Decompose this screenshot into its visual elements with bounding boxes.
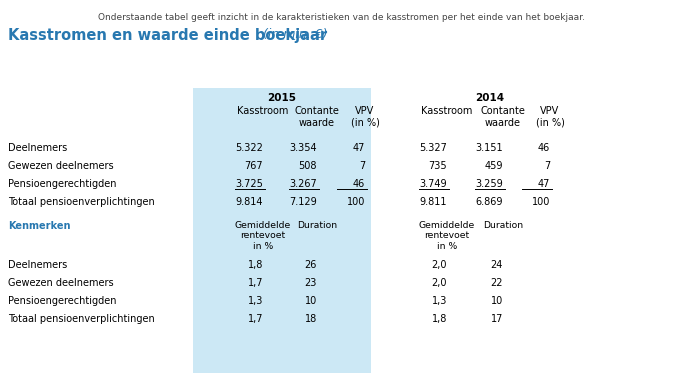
Text: 2,0: 2,0 bbox=[432, 278, 447, 288]
Text: Gemiddelde
rentevoet
in %: Gemiddelde rentevoet in % bbox=[235, 221, 291, 251]
Text: 2014: 2014 bbox=[475, 93, 505, 103]
Text: Kasstromen en waarde einde boekjaar: Kasstromen en waarde einde boekjaar bbox=[8, 28, 327, 43]
Text: 17: 17 bbox=[490, 314, 503, 324]
Text: Kasstromen en waarde einde boekjaar  (in mln. €): Kasstromen en waarde einde boekjaar (in … bbox=[8, 28, 376, 43]
Text: 767: 767 bbox=[244, 161, 263, 171]
Text: 1,8: 1,8 bbox=[432, 314, 447, 324]
Text: 2,0: 2,0 bbox=[432, 260, 447, 270]
Text: 47: 47 bbox=[353, 143, 365, 153]
Text: 46: 46 bbox=[353, 179, 365, 189]
Text: 9.814: 9.814 bbox=[236, 197, 263, 207]
Text: Onderstaande tabel geeft inzicht in de karakteristieken van de kasstromen per he: Onderstaande tabel geeft inzicht in de k… bbox=[97, 13, 584, 22]
Text: 22: 22 bbox=[490, 278, 503, 288]
Text: 3.725: 3.725 bbox=[235, 179, 263, 189]
Text: 23: 23 bbox=[304, 278, 317, 288]
Text: 100: 100 bbox=[532, 197, 550, 207]
Text: 46: 46 bbox=[538, 143, 550, 153]
Text: 3.749: 3.749 bbox=[419, 179, 447, 189]
Text: (in mln. €): (in mln. €) bbox=[263, 28, 328, 41]
Text: 3.354: 3.354 bbox=[289, 143, 317, 153]
Text: Kasstroom: Kasstroom bbox=[237, 106, 289, 116]
Text: 5.322: 5.322 bbox=[235, 143, 263, 153]
Text: Gewezen deelnemers: Gewezen deelnemers bbox=[8, 278, 114, 288]
Text: 1,3: 1,3 bbox=[248, 296, 263, 306]
Text: 1,8: 1,8 bbox=[248, 260, 263, 270]
Text: 2015: 2015 bbox=[268, 93, 296, 103]
Text: Totaal pensioenverplichtingen: Totaal pensioenverplichtingen bbox=[8, 197, 155, 207]
Text: VPV
(in %): VPV (in %) bbox=[535, 106, 565, 128]
Text: Gemiddelde
rentevoet
in %: Gemiddelde rentevoet in % bbox=[419, 221, 475, 251]
Text: Duration: Duration bbox=[297, 221, 337, 230]
Text: 1,3: 1,3 bbox=[432, 296, 447, 306]
Text: Pensioengerechtigden: Pensioengerechtigden bbox=[8, 296, 116, 306]
Text: Kenmerken: Kenmerken bbox=[8, 221, 71, 231]
Text: 5.327: 5.327 bbox=[419, 143, 447, 153]
Text: Gewezen deelnemers: Gewezen deelnemers bbox=[8, 161, 114, 171]
Text: 100: 100 bbox=[347, 197, 365, 207]
Text: 24: 24 bbox=[490, 260, 503, 270]
Text: 9.811: 9.811 bbox=[419, 197, 447, 207]
Text: Duration: Duration bbox=[483, 221, 523, 230]
Text: 10: 10 bbox=[491, 296, 503, 306]
Text: 10: 10 bbox=[305, 296, 317, 306]
Text: 459: 459 bbox=[484, 161, 503, 171]
Text: Contante
waarde: Contante waarde bbox=[295, 106, 339, 128]
Text: 1,7: 1,7 bbox=[247, 278, 263, 288]
Text: VPV
(in %): VPV (in %) bbox=[351, 106, 379, 128]
Text: 47: 47 bbox=[537, 179, 550, 189]
Bar bbox=[193, 88, 371, 373]
Text: Kasstroom: Kasstroom bbox=[422, 106, 473, 116]
Text: 508: 508 bbox=[298, 161, 317, 171]
Text: 26: 26 bbox=[304, 260, 317, 270]
Text: Totaal pensioenverplichtingen: Totaal pensioenverplichtingen bbox=[8, 314, 155, 324]
Text: 1,7: 1,7 bbox=[247, 314, 263, 324]
Text: 3.267: 3.267 bbox=[289, 179, 317, 189]
Text: 6.869: 6.869 bbox=[475, 197, 503, 207]
Text: 7: 7 bbox=[543, 161, 550, 171]
Text: Contante
waarde: Contante waarde bbox=[481, 106, 526, 128]
Text: 18: 18 bbox=[305, 314, 317, 324]
Text: 7.129: 7.129 bbox=[289, 197, 317, 207]
Text: Deelnemers: Deelnemers bbox=[8, 143, 67, 153]
Text: Pensioengerechtigden: Pensioengerechtigden bbox=[8, 179, 116, 189]
Text: 3.151: 3.151 bbox=[475, 143, 503, 153]
Text: 3.259: 3.259 bbox=[475, 179, 503, 189]
Text: 735: 735 bbox=[428, 161, 447, 171]
Text: Deelnemers: Deelnemers bbox=[8, 260, 67, 270]
Text: 7: 7 bbox=[359, 161, 365, 171]
